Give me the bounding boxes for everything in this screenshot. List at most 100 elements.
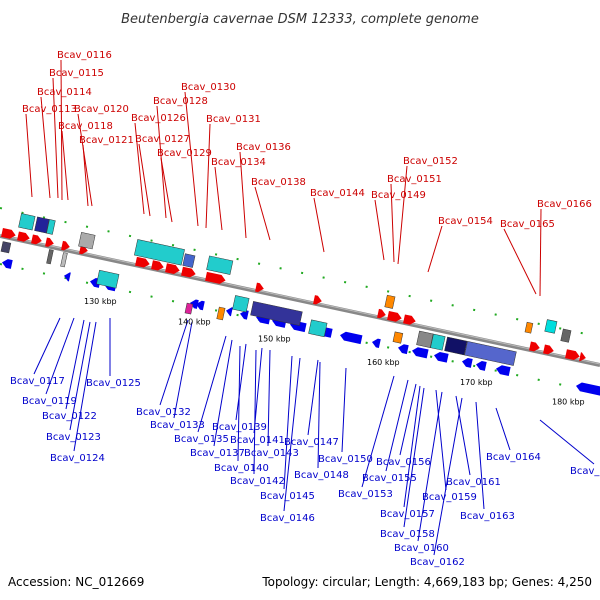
- gene-label-bcav-0123: Bcav_0123: [46, 432, 101, 443]
- connector-bot-11: [213, 339, 233, 447]
- reverse-gene-7-shape: [240, 310, 249, 320]
- forward-gene-11-shape: [255, 282, 264, 293]
- forward-gene-19: [579, 352, 586, 362]
- connector-top-0: [60, 59, 63, 201]
- connector-bot-7: [173, 321, 193, 419]
- gene-label-bcav-0153: Bcav_0153: [338, 489, 393, 500]
- gene-block-6-shape: [206, 255, 234, 275]
- connector-bot-0: [33, 317, 61, 375]
- connector-top-6: [82, 144, 89, 207]
- forward-gene-13-shape: [377, 308, 386, 319]
- reverse-gene-16-shape: [434, 351, 449, 363]
- reverse-gene-19: [496, 365, 511, 376]
- gene-label-bcav-0142: Bcav_0142: [230, 476, 285, 487]
- connector-top-3: [25, 113, 33, 198]
- gene-label-bcav-0114: Bcav_0114: [37, 87, 92, 98]
- forward-gene-15: [403, 314, 416, 325]
- gene-block-11: [184, 302, 194, 315]
- scale-label-1: 140 kbp: [178, 317, 211, 326]
- connector-bot-2: [45, 317, 75, 395]
- gene-block-10: [96, 269, 120, 289]
- gene-block-24: [560, 328, 572, 343]
- connector-top-9: [134, 122, 145, 215]
- connector-bot-12: [267, 349, 271, 447]
- connector-bot-23: [435, 389, 447, 491]
- connector-bot-24: [455, 395, 471, 476]
- connector-bot-16: [341, 367, 347, 453]
- gene-block-4-shape: [134, 239, 185, 266]
- forward-gene-17-shape: [543, 344, 554, 355]
- backbone-line: [0, 234, 600, 367]
- reverse-gene-20-shape: [576, 382, 600, 396]
- gene-label-bcav-0146: Bcav_0146: [260, 513, 315, 524]
- gene-block-7: [0, 241, 12, 254]
- forward-gene-9-shape: [181, 266, 196, 278]
- topology-text: Topology: circular; Length: 4,669,183 bp…: [261, 575, 592, 589]
- gene-block-23: [544, 319, 558, 334]
- connector-top-15: [254, 186, 271, 241]
- gene-label-bcav-0140: Bcav_0140: [214, 463, 269, 474]
- reverse-gene-17-shape: [462, 357, 473, 368]
- forward-gene-18-shape: [565, 349, 580, 360]
- gene-block-9-shape: [60, 252, 68, 268]
- connector-bot-25: [403, 385, 421, 508]
- connector-top-18: [390, 183, 395, 263]
- connector-bot-21: [385, 379, 409, 472]
- connector-top-17: [397, 165, 408, 265]
- reverse-gene-18-shape: [476, 360, 487, 371]
- connector-top-22: [503, 228, 537, 295]
- gene-label-bcav-0154: Bcav_0154: [438, 216, 493, 227]
- forward-gene-4-shape: [61, 240, 70, 251]
- reverse-gene-12: [340, 331, 363, 345]
- gene-label-bcav-0144: Bcav_0144: [310, 188, 365, 199]
- gene-block-8-shape: [46, 249, 54, 265]
- gene-block-2: [46, 219, 56, 235]
- connector-bot-27: [403, 387, 425, 528]
- gene-label-bcav-0134: Bcav_0134: [211, 157, 266, 168]
- genome-backbone: [0, 207, 600, 394]
- reverse-gene-13: [372, 338, 381, 349]
- connector-top-20: [427, 225, 443, 273]
- gene-label-bcav-0133: Bcav_0133: [150, 420, 205, 431]
- connector-bot-26: [475, 401, 485, 510]
- gene-label-bcav-0148: Bcav_0148: [294, 470, 349, 481]
- page-title: Beutenbergia cavernae DSM 12333, complet…: [121, 12, 479, 27]
- gene-label-bcav-0149: Bcav_0149: [371, 190, 426, 201]
- gene-block-12: [216, 306, 226, 321]
- forward-gene-6: [135, 256, 150, 268]
- reverse-gene-labels: Bcav_0117 Bcav_0125 Bcav_0119 Bcav_0122 Bcav…: [10, 376, 600, 568]
- gene-label-bcav-0155: Bcav_0155: [362, 473, 417, 484]
- gene-block-18-shape: [416, 330, 434, 348]
- gene-label-bcav-0131: Bcav_0131: [206, 114, 261, 125]
- reverse-gene-15: [412, 347, 429, 359]
- reverse-gene-19-shape: [496, 365, 511, 376]
- reverse-gene-0-shape: [2, 259, 13, 269]
- gene-block-9: [60, 252, 68, 268]
- reverse-gene-12-shape: [340, 331, 363, 345]
- reverse-gene-16: [434, 351, 449, 363]
- gene-label-bcav-0147: Bcav_0147: [284, 437, 339, 448]
- gene-block-5-shape: [182, 253, 196, 268]
- gene-block-17-shape: [392, 331, 404, 344]
- gene-label-bcav-0117: Bcav_0117: [10, 376, 65, 387]
- forward-gene-16: [529, 341, 540, 352]
- gene-label-bcav-0137: Bcav_0137: [190, 448, 245, 459]
- gene-block-22: [524, 321, 534, 334]
- forward-gene-7: [151, 260, 164, 271]
- scale-labels: 130 kbp 140 kbp 150 kbp 160 kbp 170 kbp 180 k…: [84, 297, 585, 407]
- forward-gene-8-shape: [165, 263, 180, 274]
- gene-block-21-shape: [464, 341, 517, 366]
- gene-block-5: [182, 253, 196, 268]
- gene-label-bcav-0120: Bcav_0120: [74, 104, 129, 115]
- gene-block-10-shape: [96, 269, 120, 289]
- connector-top-11: [138, 143, 151, 217]
- gene-label-bcav-0115: Bcav_0115: [49, 68, 104, 79]
- connector-bot-9: [235, 343, 247, 421]
- forward-gene-18: [565, 349, 580, 360]
- reverse-gene-15-shape: [412, 347, 429, 359]
- gene-block-2-shape: [46, 219, 56, 235]
- gene-block-3-shape: [78, 232, 96, 250]
- connector-top-19: [374, 199, 385, 261]
- forward-gene-13: [377, 308, 386, 319]
- reverse-gene-14: [398, 344, 409, 355]
